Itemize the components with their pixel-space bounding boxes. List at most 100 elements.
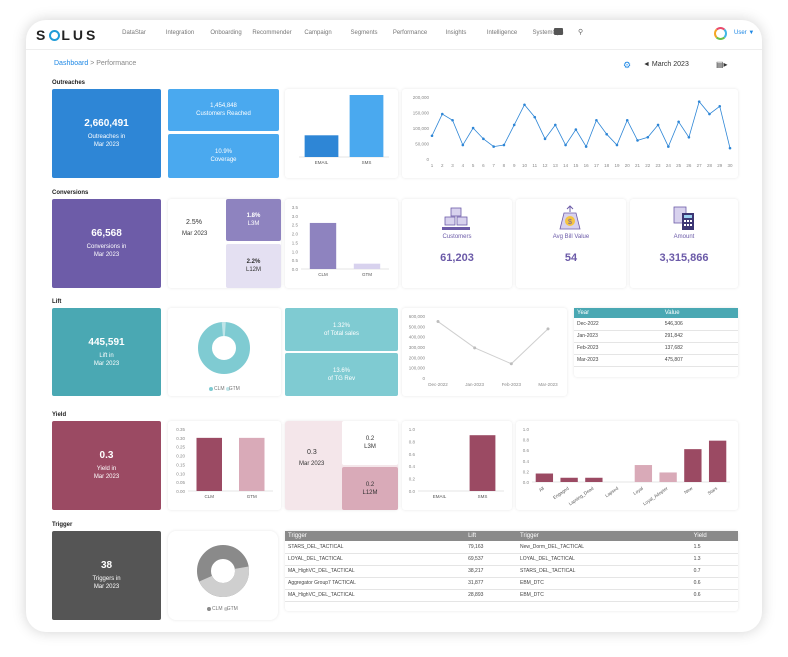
solus-logo[interactable]: S LUS [36, 27, 99, 43]
trigger-lift-cell: 31,877 [465, 577, 517, 590]
data-point [546, 327, 550, 331]
table-row: MA_HighVC_DEL_TACTICAL 28,893 [285, 589, 517, 602]
x-tick-label: 24 [666, 163, 672, 168]
table-row: Feb-2023 137,682 [574, 342, 738, 355]
nav-item-intelligence[interactable]: Intelligence [486, 30, 518, 36]
trigger-lift-cell: Aggregator Group7 TACTICAL [285, 577, 466, 590]
x-tick-label: Engaged [552, 485, 570, 500]
data-point [697, 100, 701, 103]
lift-trend-chart: 0 100,000 200,000 300,000 400,000 500,000 600,… [409, 314, 558, 387]
trigger-yield-table: Trigger Yield New_Dorm_DEL_TACTICAL 1.5 L… [517, 531, 738, 602]
x-tick-label: Loyal_Adopter [642, 485, 669, 506]
nav-item-datastar[interactable]: DataStar [122, 30, 146, 36]
lift-table-cell: Feb-2023 [574, 342, 662, 355]
y-tick-label: 0.10 [176, 471, 185, 476]
y-tick-label: 0.2 [523, 469, 530, 474]
bar [634, 465, 653, 482]
x-tick-label: 2 [441, 163, 444, 168]
trigger-legend-clm-swatch [207, 607, 211, 611]
month-selector[interactable]: ◄ March 2023 [643, 61, 689, 68]
data-point [605, 132, 608, 136]
user-name[interactable]: User [734, 30, 747, 36]
avg-bill-value-value: 54 [564, 252, 578, 264]
x-tick-label: 4 [462, 163, 465, 168]
breadcrumb: Dashboard > Performance [54, 60, 136, 67]
gear-icon[interactable]: ⚙ [623, 60, 632, 70]
x-tick-label: 8 [503, 163, 506, 168]
outreaches-kpi-value: 2,660,491 [84, 118, 129, 129]
yield-l3m-card: 0.2 L3M [342, 421, 398, 465]
nav-item-segments[interactable]: Segments [350, 30, 378, 36]
conversion-l3m-label: L3M [247, 221, 260, 227]
y-tick-label: 0 [426, 157, 429, 162]
outreaches-kpi: 2,660,491 Outreaches in Mar 2023 [52, 89, 161, 178]
x-tick-label: Mar-2023 [538, 382, 558, 387]
table-row: MA_HighVC_DEL_TACTICAL 38,217 [285, 565, 517, 578]
user-menu[interactable]: User ▼ [734, 30, 755, 36]
trigger-yield-cell: 0.6 [690, 577, 738, 590]
trigger-kpi-period: Mar 2023 [93, 584, 120, 590]
data-point [509, 362, 513, 366]
trigger-yield-cell: LOYAL_DEL_TACTICAL [517, 553, 691, 566]
table-row: Mar-2023 475,807 [574, 354, 738, 367]
outreaches-kpi-period: Mar 2023 [93, 142, 120, 148]
x-tick-label: 13 [553, 163, 559, 168]
data-point [595, 118, 598, 122]
trigger-lift-cell: 38,217 [465, 565, 517, 578]
conversions-kpi-label: Conversions in [86, 244, 127, 250]
folder-icon[interactable] [554, 28, 563, 35]
x-tick-label: All [538, 486, 545, 493]
yield-l12m-card: 0.2 L12M [342, 467, 398, 510]
conversion-rate-value: 2.5% [186, 219, 202, 226]
nav-item-performance[interactable]: Performance [392, 30, 428, 36]
bar [585, 477, 603, 482]
table-row: Dec-2022 546,306 [574, 318, 738, 331]
yield-rate-card: 0.3 Mar 2023 0.2 L3M 0.2 L12M [285, 421, 398, 510]
x-tick-label: GTM [247, 494, 257, 499]
nav-item-recommender[interactable]: Recommender [252, 30, 292, 36]
trigger-kpi: 38 Triggers in Mar 2023 [52, 531, 161, 620]
bar [309, 222, 337, 269]
x-tick-label: 28 [707, 163, 713, 168]
outreaches-kpi-label: Outreaches in [87, 134, 126, 140]
yield-clm-gtm-chart: 0.00 0.05 0.10 0.15 0.20 0.25 0.30 0.35 CLM GTM [176, 427, 273, 499]
nav-item-campaign[interactable]: Campaign [304, 30, 332, 36]
x-tick-label: 21 [635, 163, 641, 168]
table-row: STARS_DEL_TACTICAL 0.7 [517, 565, 738, 578]
nav-item-onboarding[interactable]: Onboarding [210, 30, 242, 36]
trigger-lift-cell: LOYAL_DEL_TACTICAL [285, 553, 466, 566]
nav-item-insights[interactable]: Insights [445, 30, 467, 36]
search-icon[interactable]: ⚲ [578, 29, 584, 36]
section-title-conversions: Conversions [52, 190, 89, 196]
export-icon[interactable]: ▤▸ [716, 60, 728, 69]
lift-donut-chart [198, 322, 250, 391]
x-tick-label: Loyal [632, 486, 644, 496]
conversions-kpi: 66,568 Conversions in Mar 2023 [52, 199, 161, 288]
yield-segment-chart: 0.0 0.2 0.4 0.6 0.8 1.0 All EngagedLapsing_Dead… [523, 427, 730, 506]
data-point [440, 112, 444, 116]
conversion-l12m-card: 2.2% L12M [226, 244, 281, 288]
yield-kpi-period: Mar 2023 [93, 474, 120, 480]
nav-item-systemops[interactable]: SystemOps [532, 30, 564, 36]
lift-donut-card: CLM GTM [168, 308, 281, 396]
x-tick-label: Lapsing_Dead [568, 485, 595, 506]
yield-l12m-value: 0.2 [365, 481, 375, 488]
trigger-donut-chart [197, 545, 249, 611]
data-point [718, 105, 722, 108]
x-tick-label: Jan-2023 [465, 382, 484, 387]
x-tick-label: 9 [513, 163, 516, 168]
user-avatar[interactable] [714, 27, 727, 40]
lift-table-cell: 475,807 [661, 354, 738, 367]
y-tick-label: 400,000 [409, 335, 426, 340]
data-point [667, 145, 670, 148]
breadcrumb-dashboard-link[interactable]: Dashboard [54, 60, 89, 67]
lift-table-cell: 291,842 [661, 330, 738, 343]
bar [239, 437, 265, 491]
section-title-lift: Lift [52, 299, 62, 305]
x-tick-label: 30 [727, 163, 733, 168]
conversion-rate-card: 2.5% Mar 2023 1.8% L3M 2.2% L12M [168, 199, 281, 288]
trigger-tables-card: Trigger Lift STARS_DEL_TACTICAL 79,163 LO… [285, 531, 738, 611]
yield-channel-chart-card: 0.0 0.2 0.4 0.6 0.8 1.0 EMAIL SMS [402, 421, 512, 510]
nav-item-integration[interactable]: Integration [165, 30, 195, 36]
customers-reached-value: 1,454,848 [210, 103, 237, 109]
